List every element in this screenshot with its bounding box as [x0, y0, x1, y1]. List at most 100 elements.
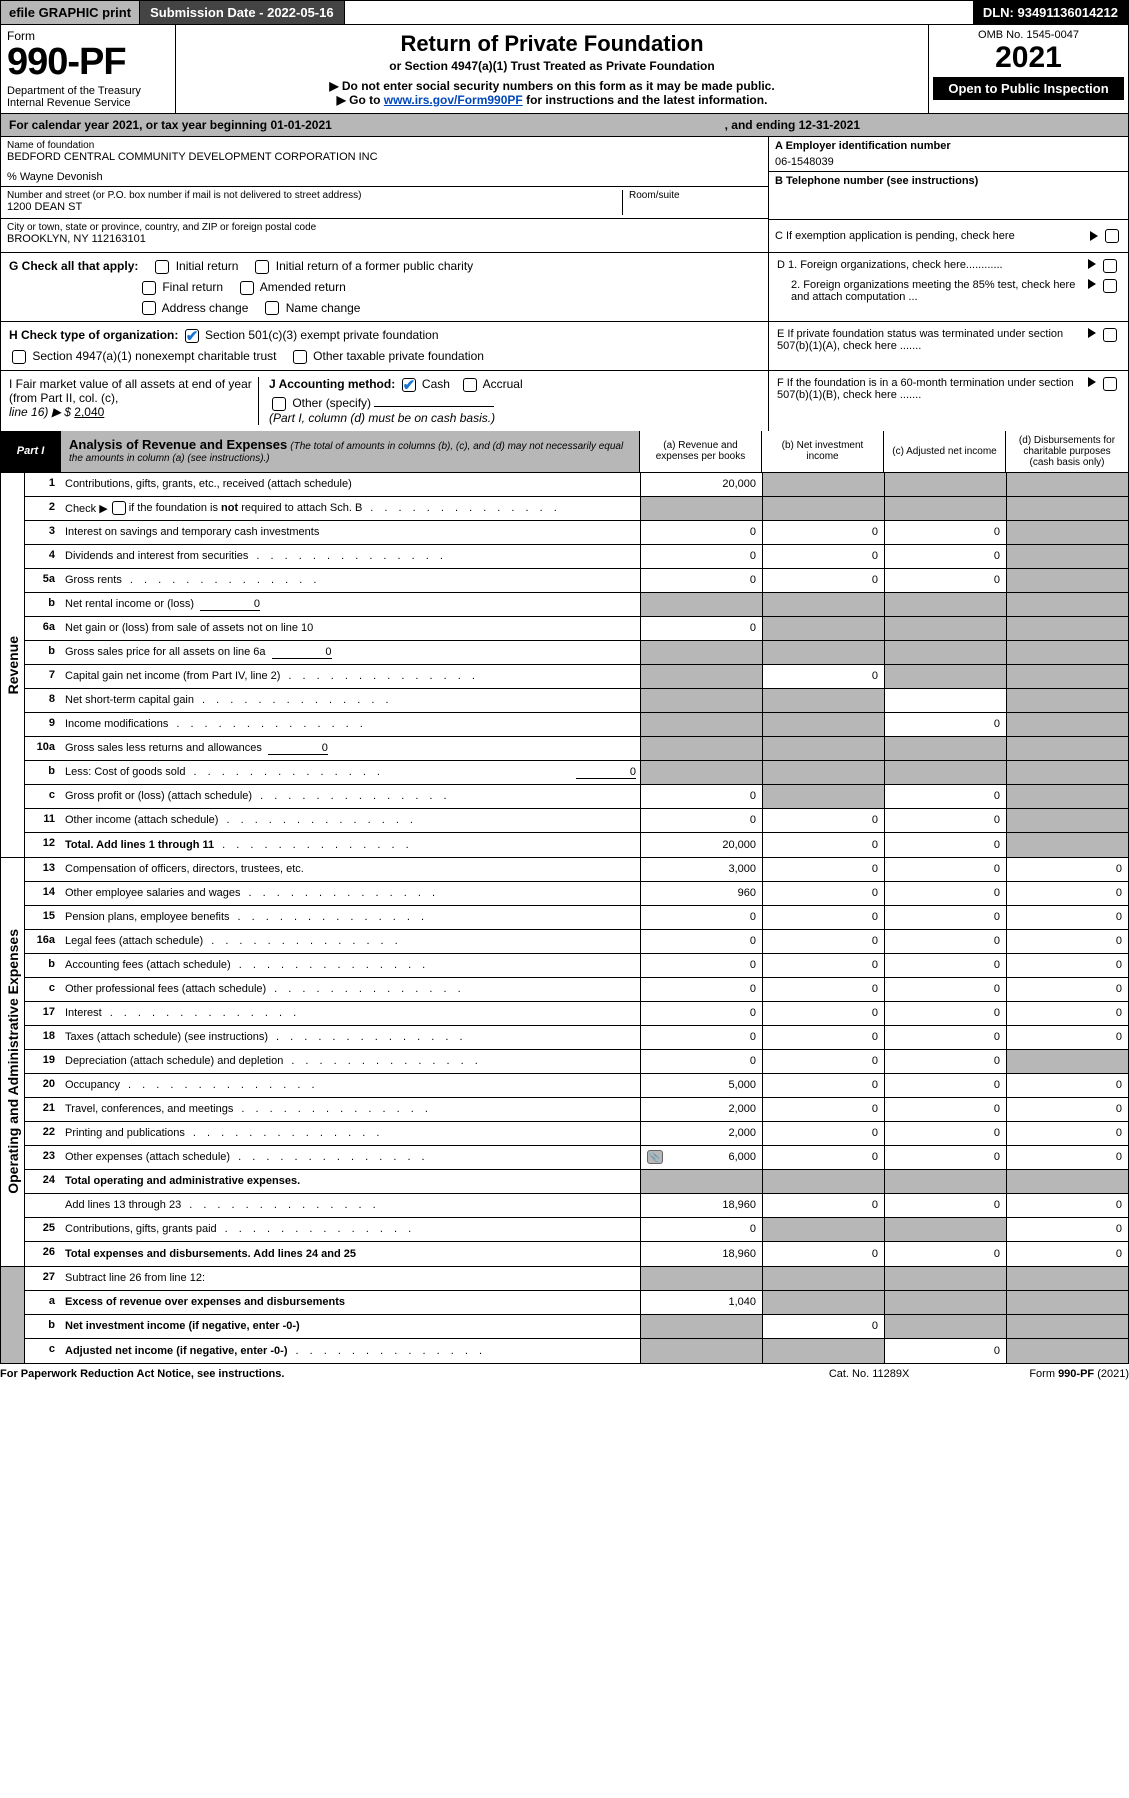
expenses-grid: Operating and Administrative Expenses 13… — [0, 858, 1129, 1267]
line-description: Contributions, gifts, grants paid . . . … — [61, 1218, 640, 1241]
cell-d — [1006, 785, 1128, 808]
cell-a: 20,000 — [640, 473, 762, 496]
table-row: 11Other income (attach schedule) . . . .… — [25, 809, 1128, 833]
form-subtitle: or Section 4947(a)(1) Trust Treated as P… — [182, 59, 922, 73]
form-number: 990-PF — [7, 43, 169, 81]
cell-d: 0 — [1006, 858, 1128, 881]
cell-c — [884, 689, 1006, 712]
other-method-label: Other (specify) — [292, 396, 371, 410]
other-method-checkbox[interactable] — [272, 397, 286, 411]
cell-d: 0 — [1006, 906, 1128, 929]
cash-checkbox[interactable] — [402, 378, 416, 392]
cell-a — [640, 1339, 762, 1363]
line-description: Gross sales price for all assets on line… — [61, 641, 640, 664]
table-row: 21Travel, conferences, and meetings . . … — [25, 1098, 1128, 1122]
exemption-pending-checkbox[interactable] — [1105, 229, 1119, 243]
line-number: 4 — [25, 545, 61, 568]
table-row: 9Income modifications . . . . . . . . . … — [25, 713, 1128, 737]
final-return-label: Final return — [162, 280, 223, 294]
net-grid: 27Subtract line 26 from line 12:aExcess … — [0, 1267, 1129, 1364]
amended-return-checkbox[interactable] — [240, 281, 254, 295]
status-terminated-checkbox[interactable] — [1103, 328, 1117, 342]
4947-label: Section 4947(a)(1) nonexempt charitable … — [32, 349, 276, 363]
cell-a: 20,000 — [640, 833, 762, 857]
efile-print-label[interactable]: efile GRAPHIC print — [1, 1, 140, 24]
initial-return-checkbox[interactable] — [155, 260, 169, 274]
table-row: 7Capital gain net income (from Part IV, … — [25, 665, 1128, 689]
dept-label: Department of the Treasury — [7, 85, 169, 97]
i-label: I Fair market value of all assets at end… — [9, 377, 252, 405]
accrual-checkbox[interactable] — [463, 378, 477, 392]
line-number: 22 — [25, 1122, 61, 1145]
foreign-org-checkbox[interactable] — [1103, 259, 1117, 273]
col-c-head: (c) Adjusted net income — [884, 431, 1006, 472]
final-return-checkbox[interactable] — [142, 281, 156, 295]
form990pf-link[interactable]: www.irs.gov/Form990PF — [384, 93, 523, 107]
line-number: a — [25, 1291, 61, 1314]
line-description: Net gain or (loss) from sale of assets n… — [61, 617, 640, 640]
line-description: Net investment income (if negative, ente… — [61, 1315, 640, 1338]
cell-c: 0 — [884, 882, 1006, 905]
attachment-icon[interactable]: 📎 — [647, 1150, 663, 1164]
501c3-checkbox[interactable] — [185, 329, 199, 343]
foreign-85-checkbox[interactable] — [1103, 279, 1117, 293]
cell-a — [640, 665, 762, 688]
cell-d: 0 — [1006, 1146, 1128, 1169]
table-row: 3Interest on savings and temporary cash … — [25, 521, 1128, 545]
cell-d: 0 — [1006, 1242, 1128, 1266]
cell-b: 0 — [762, 954, 884, 977]
line-number: 10a — [25, 737, 61, 760]
cell-c: 0 — [884, 1122, 1006, 1145]
cell-b: 0 — [762, 833, 884, 857]
foundation-info: Name of foundation BEDFORD CENTRAL COMMU… — [0, 137, 1129, 253]
ein-value: 06-1548039 — [775, 156, 1122, 168]
line-number: b — [25, 641, 61, 664]
h-label: H Check type of organization: — [9, 328, 178, 342]
cell-b: 0 — [762, 665, 884, 688]
cell-b — [762, 1267, 884, 1290]
cell-b — [762, 761, 884, 784]
phone-label: B Telephone number (see instructions) — [775, 175, 978, 187]
sch-b-checkbox[interactable] — [112, 501, 126, 515]
cell-a — [640, 497, 762, 520]
section-h-e: H Check type of organization: Section 50… — [0, 322, 1129, 371]
line-description: Adjusted net income (if negative, enter … — [61, 1339, 640, 1363]
4947-checkbox[interactable] — [12, 350, 26, 364]
initial-former-checkbox[interactable] — [255, 260, 269, 274]
cell-c: 0 — [884, 785, 1006, 808]
e-label: E If private foundation status was termi… — [777, 328, 1084, 352]
line-description: Less: Cost of goods sold . . . . . . . .… — [61, 761, 640, 784]
address-change-checkbox[interactable] — [142, 301, 156, 315]
line-number: 21 — [25, 1098, 61, 1121]
footer-mid: Cat. No. 11289X — [829, 1368, 910, 1380]
cell-a — [640, 1267, 762, 1290]
page-footer: For Paperwork Reduction Act Notice, see … — [0, 1364, 1129, 1384]
initial-former-label: Initial return of a former public charit… — [276, 259, 473, 273]
line-number: b — [25, 761, 61, 784]
cell-c: 0 — [884, 545, 1006, 568]
other-taxable-label: Other taxable private foundation — [313, 349, 484, 363]
open-to-public: Open to Public Inspection — [933, 77, 1124, 100]
cell-b: 0 — [762, 1146, 884, 1169]
line-number: 2 — [25, 497, 61, 520]
cell-b — [762, 737, 884, 760]
revenue-side-label: Revenue — [1, 473, 25, 857]
60-month-checkbox[interactable] — [1103, 377, 1117, 391]
cell-d — [1006, 1315, 1128, 1338]
other-taxable-checkbox[interactable] — [293, 350, 307, 364]
name-change-label: Name change — [286, 301, 361, 315]
irs-label: Internal Revenue Service — [7, 97, 169, 109]
street-address: 1200 DEAN ST — [7, 201, 622, 213]
cell-c: 0 — [884, 1098, 1006, 1121]
cell-b: 0 — [762, 1242, 884, 1266]
cell-d — [1006, 569, 1128, 592]
cell-d — [1006, 617, 1128, 640]
line-description: Income modifications . . . . . . . . . .… — [61, 713, 640, 736]
cell-d — [1006, 689, 1128, 712]
cell-b — [762, 473, 884, 496]
table-row: 14Other employee salaries and wages . . … — [25, 882, 1128, 906]
exemption-pending-label: C If exemption application is pending, c… — [775, 230, 1086, 242]
line-description: Other employee salaries and wages . . . … — [61, 882, 640, 905]
line-number: 7 — [25, 665, 61, 688]
name-change-checkbox[interactable] — [265, 301, 279, 315]
